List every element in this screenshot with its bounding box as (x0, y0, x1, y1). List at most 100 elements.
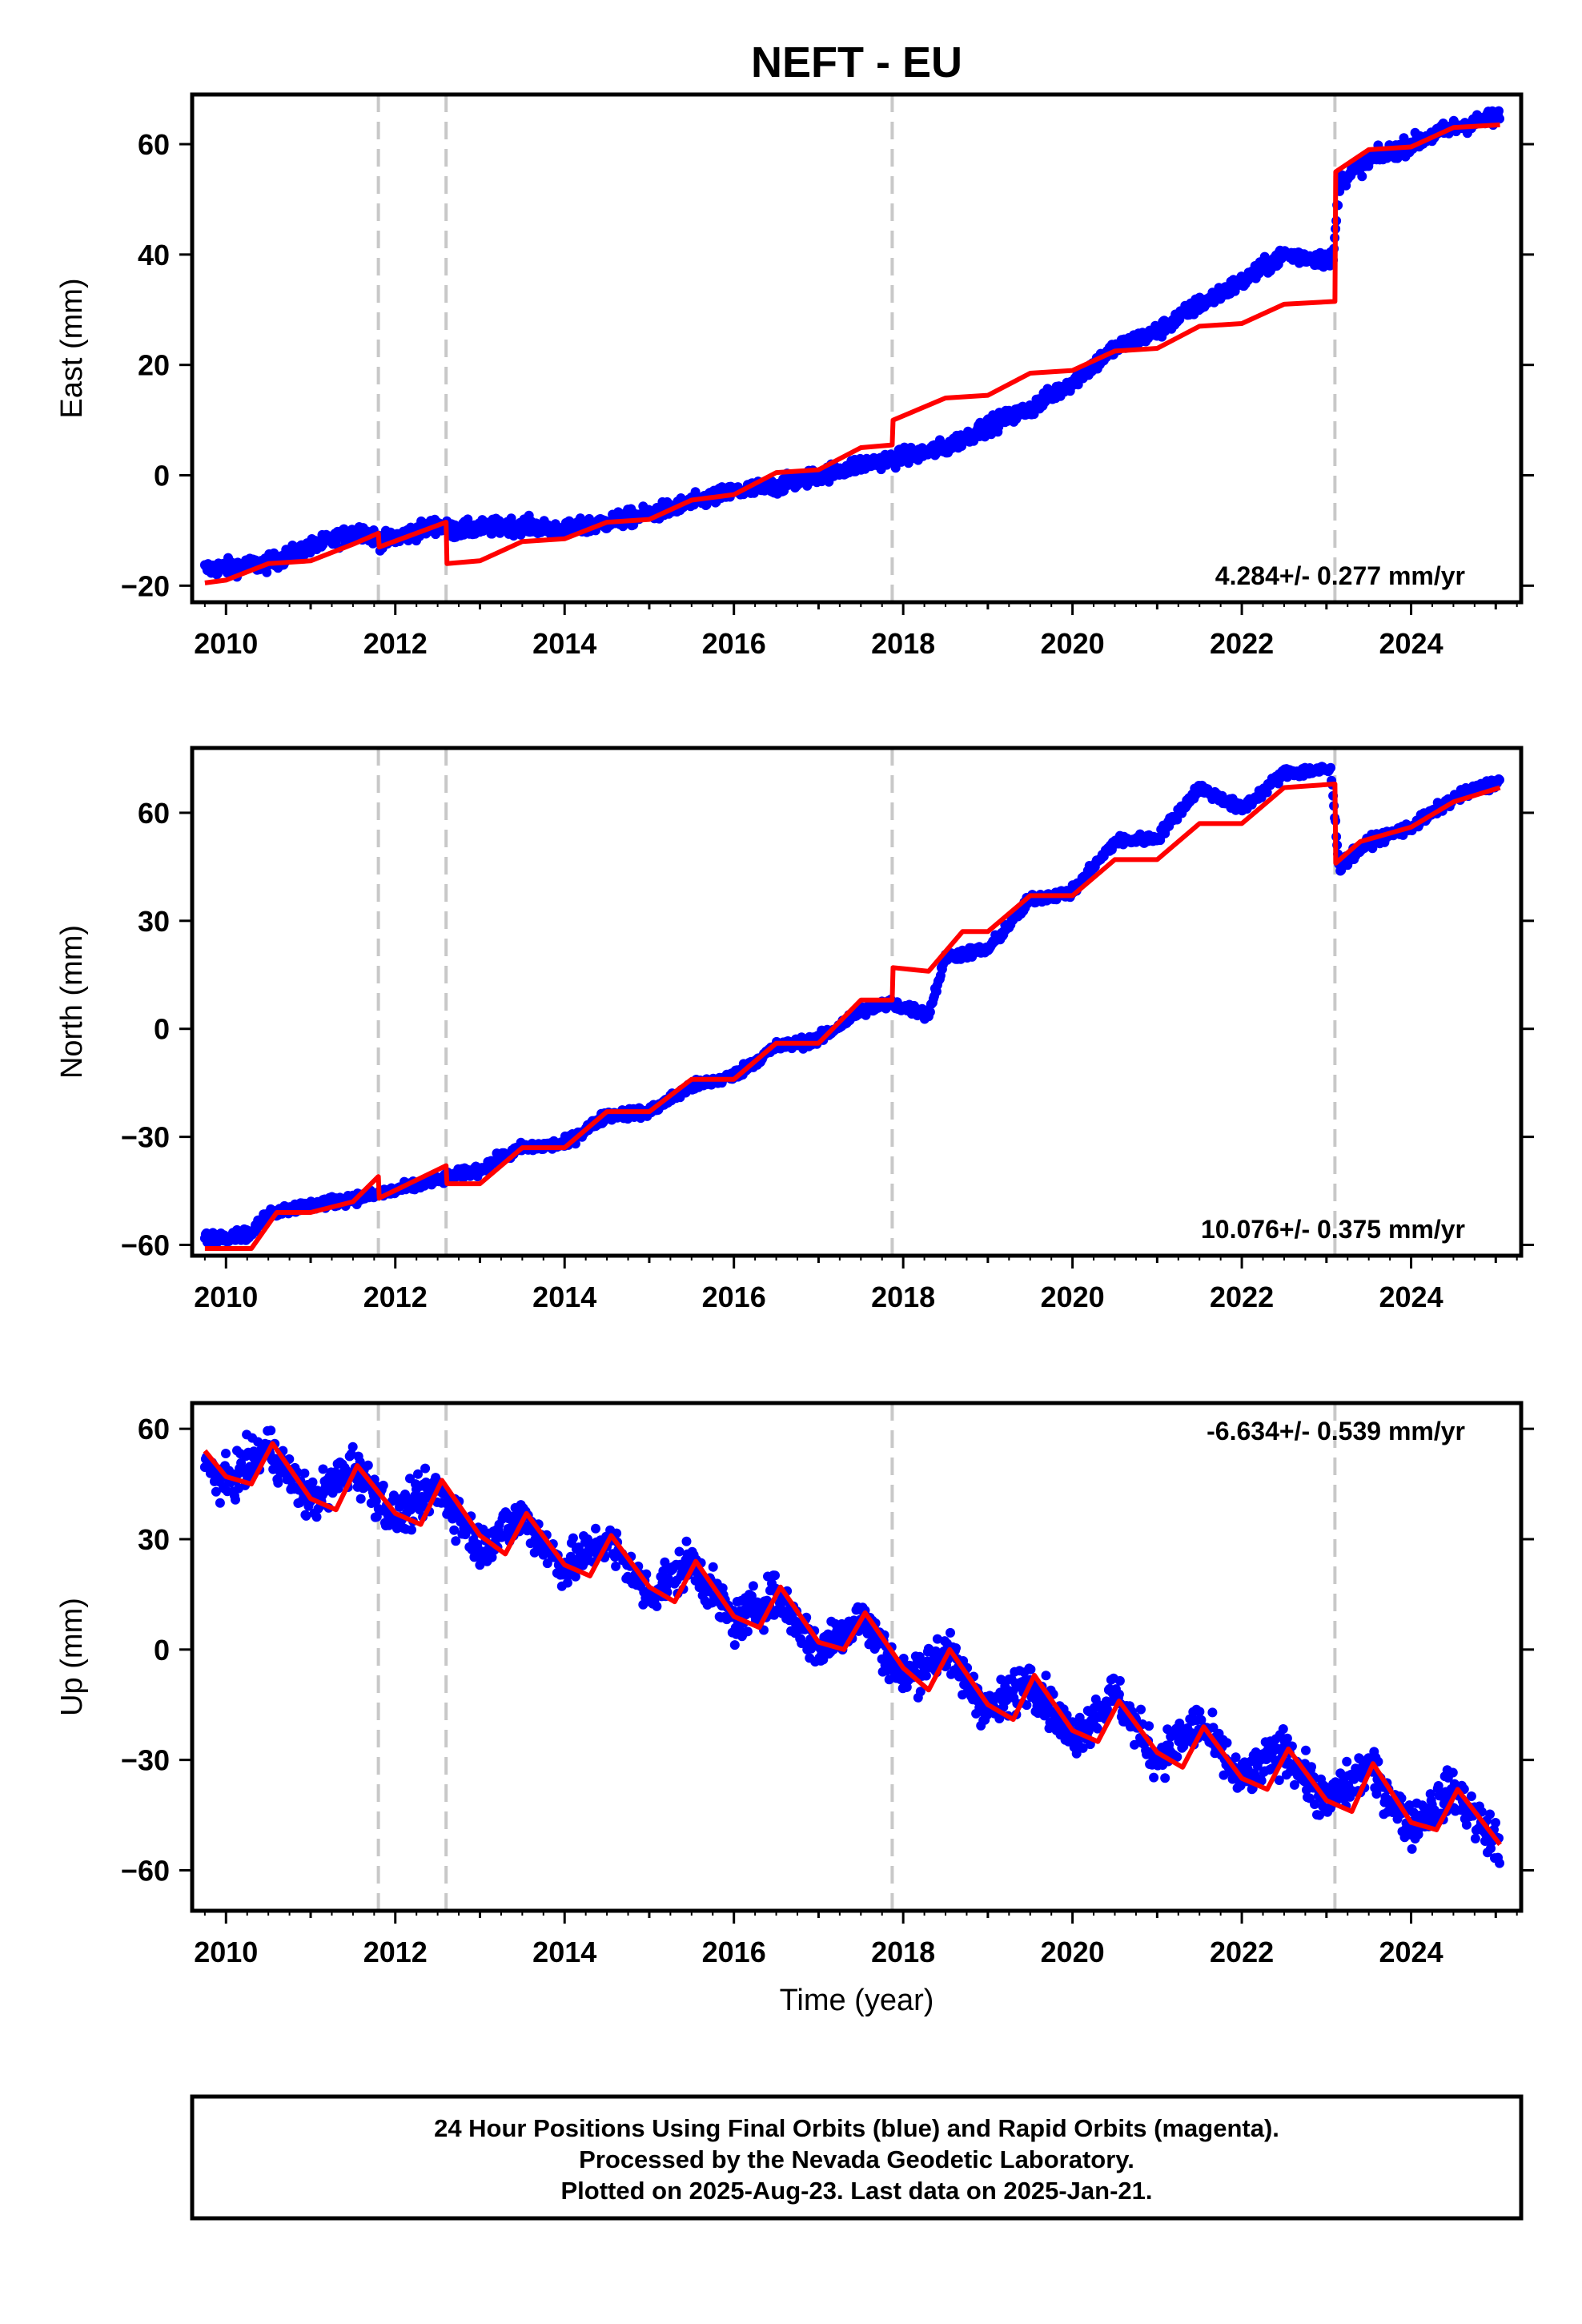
x-tick-label: 2010 (194, 627, 258, 660)
y-tick-label: 60 (138, 797, 170, 830)
data-point (413, 1469, 423, 1479)
data-point (1371, 1789, 1382, 1799)
data-point (562, 1578, 572, 1588)
data-point (346, 1449, 356, 1459)
data-point (681, 1536, 692, 1546)
data-point (660, 1557, 670, 1567)
data-point (1136, 1704, 1146, 1715)
data-point (568, 1533, 578, 1543)
data-point (266, 1425, 276, 1436)
data-point (307, 1477, 318, 1487)
data-point (1195, 1707, 1205, 1717)
data-point (1074, 1712, 1085, 1723)
y-tick-label: −30 (121, 1121, 170, 1154)
data-point (1399, 133, 1409, 143)
rate-annotation: 4.284+/- 0.277 mm/yr (1215, 561, 1465, 590)
data-point (301, 1510, 311, 1521)
data-point (946, 1627, 955, 1638)
x-tick-label: 2024 (1379, 627, 1443, 660)
data-point (231, 1494, 240, 1505)
plot-area (199, 94, 1504, 602)
series-points-east (199, 106, 1504, 582)
data-point (1256, 1775, 1267, 1786)
data-point (591, 1523, 600, 1534)
panels: 2010 2012 2014 2016 2018 2020 2022 2024−2002040… (55, 92, 1534, 1968)
y-tick-label: −20 (121, 569, 170, 602)
panel-north: 2010 2012 2014 2016 2018 2020 2022 2024−60−3003… (55, 746, 1534, 1313)
data-point (347, 1441, 358, 1452)
data-point (420, 1463, 431, 1474)
data-point (1026, 1664, 1036, 1675)
plot-area (199, 1403, 1504, 1911)
y-tick-label: 20 (138, 349, 170, 382)
y-axis-label: East (mm) (55, 278, 89, 418)
x-tick-label: 2022 (1210, 1281, 1274, 1313)
data-point (311, 1512, 322, 1522)
chart-title: NEFT - EU (751, 38, 962, 86)
data-point (742, 1626, 753, 1637)
data-point (1282, 1733, 1292, 1743)
data-point (299, 1468, 310, 1478)
data-point (951, 1643, 961, 1653)
data-point (925, 1007, 935, 1017)
series-points-up (199, 1425, 1504, 1868)
data-point (1022, 1700, 1032, 1711)
data-point (1495, 774, 1504, 785)
data-point (1114, 1675, 1125, 1686)
data-point (746, 1590, 757, 1601)
x-tick-label: 2020 (1041, 1281, 1105, 1313)
data-point (915, 1687, 926, 1697)
data-point (449, 1525, 460, 1535)
data-point (487, 1552, 497, 1562)
x-tick-label: 2016 (702, 627, 766, 660)
plot-frame (190, 746, 1524, 1258)
data-point (1433, 1781, 1443, 1791)
data-point (611, 1561, 621, 1571)
data-point (708, 1562, 718, 1572)
x-tick-label: 2024 (1379, 1281, 1443, 1313)
data-point (1162, 1724, 1173, 1735)
y-tick-label: 0 (154, 460, 170, 493)
x-tick-label: 2018 (871, 627, 935, 660)
data-point (1404, 1800, 1415, 1811)
panel-east: 2010 2012 2014 2016 2018 2020 2022 2024−2002040… (55, 92, 1534, 660)
data-point (1357, 171, 1367, 182)
x-tick-label: 2014 (532, 627, 596, 660)
panel-up: 2010 2012 2014 2016 2018 2020 2022 2024−60−3003… (55, 1401, 1534, 1968)
x-tick-label: 2012 (363, 1281, 428, 1313)
data-point (1130, 1739, 1139, 1750)
model-line-north (204, 782, 1501, 1251)
data-point (1231, 1752, 1241, 1763)
data-point (1301, 1745, 1311, 1755)
data-point (748, 1581, 758, 1591)
data-point (1114, 1689, 1124, 1699)
data-point (932, 1634, 942, 1644)
data-point (570, 1571, 580, 1582)
data-point (1144, 1721, 1154, 1731)
data-point (463, 514, 473, 525)
data-point (1494, 106, 1504, 116)
series-points-north (199, 762, 1504, 1248)
x-tick-label: 2014 (532, 1281, 596, 1313)
data-point (1407, 1844, 1417, 1854)
data-point (1289, 1779, 1299, 1790)
x-tick-label: 2018 (871, 1281, 935, 1313)
data-point (407, 1525, 416, 1535)
data-point (1274, 1775, 1284, 1785)
data-point (1222, 1738, 1232, 1748)
data-point (378, 1480, 388, 1490)
data-point (1307, 1762, 1316, 1772)
model-line-east (204, 122, 1500, 585)
plot-frame (190, 92, 1524, 605)
data-point (1071, 1748, 1082, 1759)
data-point (1092, 1723, 1102, 1734)
data-point (1495, 114, 1504, 124)
data-point (1278, 1724, 1288, 1734)
data-point (451, 1536, 461, 1546)
data-point (371, 1496, 381, 1506)
data-point (652, 1601, 662, 1611)
data-point (355, 1494, 366, 1504)
data-point (221, 1449, 231, 1458)
data-point (1342, 1756, 1352, 1767)
